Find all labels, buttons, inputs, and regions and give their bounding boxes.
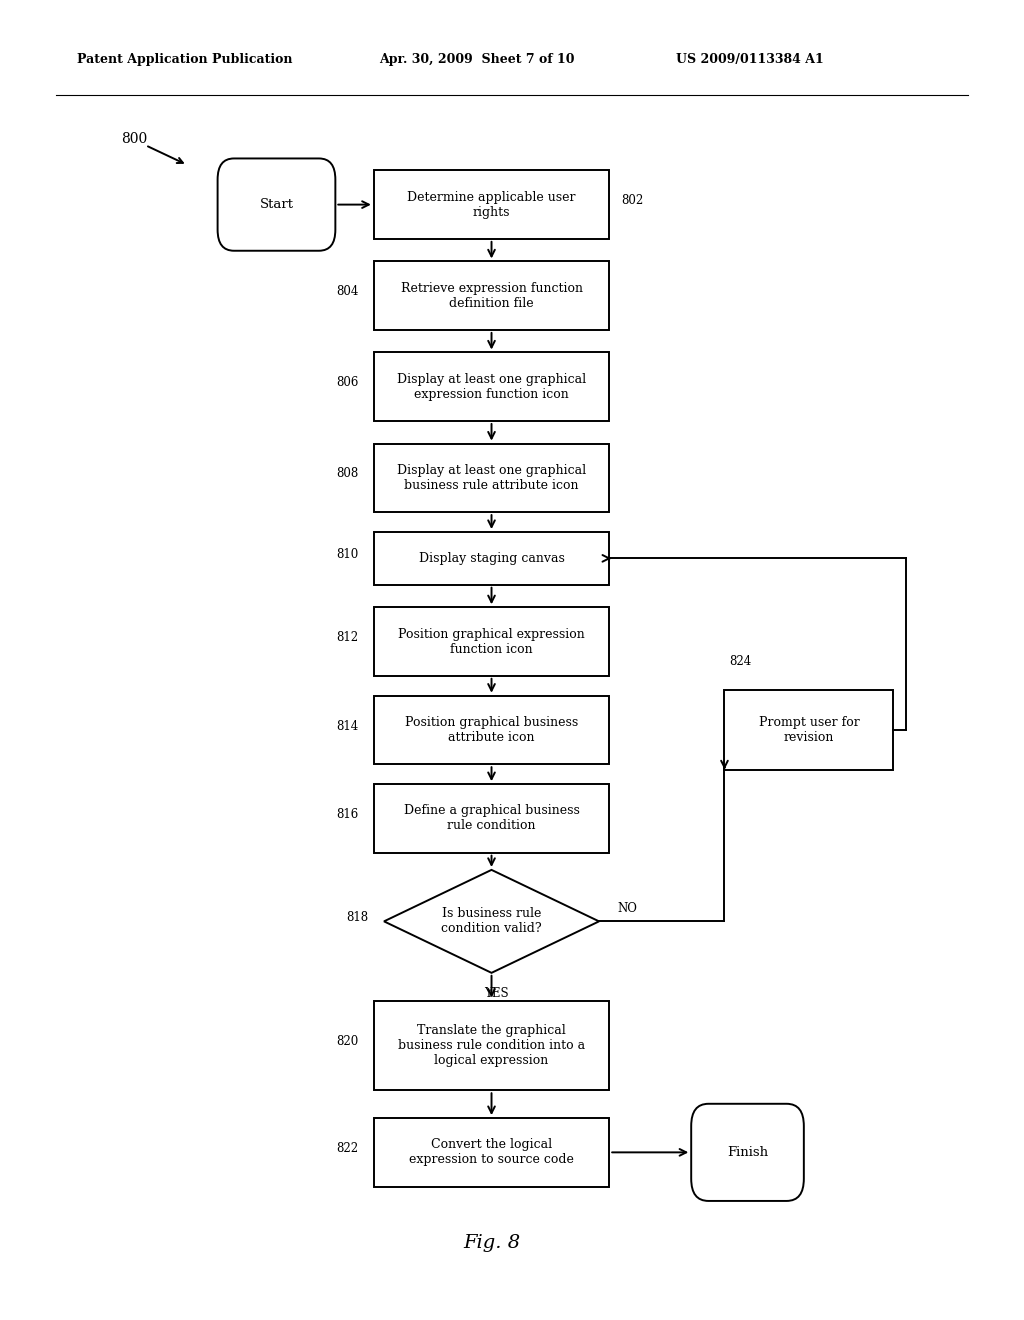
Text: Finish: Finish — [727, 1146, 768, 1159]
Text: 820: 820 — [336, 1035, 358, 1048]
Text: 818: 818 — [346, 911, 369, 924]
Text: Define a graphical business
rule condition: Define a graphical business rule conditi… — [403, 804, 580, 833]
Text: Apr. 30, 2009  Sheet 7 of 10: Apr. 30, 2009 Sheet 7 of 10 — [379, 53, 574, 66]
Text: 802: 802 — [622, 194, 644, 207]
Text: 800: 800 — [121, 132, 147, 145]
Text: 816: 816 — [336, 808, 358, 821]
Text: 822: 822 — [336, 1142, 358, 1155]
Text: Display staging canvas: Display staging canvas — [419, 552, 564, 565]
Text: Fig. 8: Fig. 8 — [463, 1234, 520, 1253]
Text: Display at least one graphical
expression function icon: Display at least one graphical expressio… — [397, 372, 586, 401]
Text: 814: 814 — [336, 719, 358, 733]
Text: 810: 810 — [336, 548, 358, 561]
Text: Prompt user for
revision: Prompt user for revision — [759, 715, 859, 744]
FancyBboxPatch shape — [374, 1001, 609, 1090]
FancyBboxPatch shape — [691, 1104, 804, 1201]
Text: 804: 804 — [336, 285, 358, 298]
Text: Display at least one graphical
business rule attribute icon: Display at least one graphical business … — [397, 463, 586, 492]
Text: Translate the graphical
business rule condition into a
logical expression: Translate the graphical business rule co… — [398, 1024, 585, 1067]
Text: 812: 812 — [336, 631, 358, 644]
Text: Convert the logical
expression to source code: Convert the logical expression to source… — [409, 1138, 574, 1167]
Text: YES: YES — [484, 987, 509, 1001]
FancyBboxPatch shape — [374, 444, 609, 512]
Polygon shape — [384, 870, 599, 973]
FancyBboxPatch shape — [374, 532, 609, 585]
FancyBboxPatch shape — [374, 352, 609, 421]
FancyBboxPatch shape — [374, 607, 609, 676]
Text: Determine applicable user
rights: Determine applicable user rights — [408, 190, 575, 219]
Text: Patent Application Publication: Patent Application Publication — [77, 53, 292, 66]
Text: Retrieve expression function
definition file: Retrieve expression function definition … — [400, 281, 583, 310]
FancyBboxPatch shape — [374, 1118, 609, 1187]
Text: US 2009/0113384 A1: US 2009/0113384 A1 — [676, 53, 823, 66]
FancyBboxPatch shape — [374, 696, 609, 764]
Text: Position graphical expression
function icon: Position graphical expression function i… — [398, 627, 585, 656]
Text: Start: Start — [259, 198, 294, 211]
FancyBboxPatch shape — [374, 784, 609, 853]
Text: NO: NO — [617, 902, 637, 915]
FancyBboxPatch shape — [725, 690, 893, 770]
FancyBboxPatch shape — [374, 261, 609, 330]
FancyBboxPatch shape — [218, 158, 336, 251]
Text: 824: 824 — [729, 655, 752, 668]
Text: Position graphical business
attribute icon: Position graphical business attribute ic… — [404, 715, 579, 744]
Text: 806: 806 — [336, 376, 358, 389]
Text: Is business rule
condition valid?: Is business rule condition valid? — [441, 907, 542, 936]
FancyBboxPatch shape — [374, 170, 609, 239]
Text: 808: 808 — [336, 467, 358, 480]
